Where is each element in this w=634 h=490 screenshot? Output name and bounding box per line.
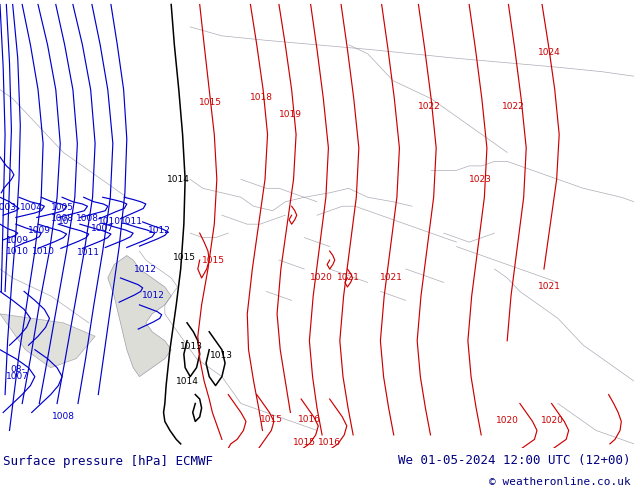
- Text: 1004: 1004: [20, 203, 43, 212]
- Text: 08-: 08-: [10, 366, 25, 374]
- Text: 1024: 1024: [538, 49, 561, 57]
- Text: 1011: 1011: [120, 218, 143, 226]
- Text: 1003: 1003: [0, 203, 16, 212]
- Text: 1022: 1022: [502, 102, 525, 111]
- Text: Surface pressure [hPa] ECMWF: Surface pressure [hPa] ECMWF: [3, 455, 213, 468]
- Text: 1015: 1015: [260, 415, 283, 424]
- Text: 1007: 1007: [6, 372, 29, 381]
- Text: 1016: 1016: [298, 415, 321, 424]
- Text: 1010: 1010: [32, 246, 55, 256]
- Text: 1008: 1008: [76, 214, 99, 223]
- Text: 1021: 1021: [538, 282, 560, 292]
- Polygon shape: [108, 256, 171, 377]
- Text: 1005: 1005: [51, 203, 74, 212]
- Text: We 01-05-2024 12:00 UTC (12+00): We 01-05-2024 12:00 UTC (12+00): [398, 454, 631, 466]
- Text: 1012: 1012: [134, 265, 157, 273]
- Text: 1008: 1008: [51, 214, 74, 223]
- Text: 1020: 1020: [496, 416, 519, 425]
- Text: 1019: 1019: [279, 110, 302, 119]
- Text: 1022: 1022: [418, 102, 441, 111]
- Text: 1009: 1009: [6, 236, 29, 245]
- Text: 1015: 1015: [202, 256, 225, 266]
- Text: 1023: 1023: [469, 175, 491, 184]
- Text: 1011: 1011: [77, 248, 100, 257]
- Text: 1020: 1020: [541, 416, 564, 425]
- Text: 1018: 1018: [250, 93, 273, 102]
- Text: © weatheronline.co.uk: © weatheronline.co.uk: [489, 477, 631, 487]
- Text: 1012: 1012: [148, 226, 171, 235]
- Text: 1015: 1015: [199, 98, 222, 107]
- Text: 1021: 1021: [380, 273, 403, 282]
- Text: 1012: 1012: [142, 292, 165, 300]
- Text: 1010: 1010: [98, 218, 120, 226]
- Text: 1013: 1013: [180, 342, 203, 351]
- Text: 1007: 1007: [91, 224, 114, 233]
- Text: 1014: 1014: [167, 175, 190, 184]
- Text: 1015: 1015: [173, 253, 196, 262]
- Text: 10: 10: [58, 218, 69, 226]
- Text: 1014: 1014: [176, 377, 198, 387]
- Text: 1009: 1009: [29, 225, 51, 235]
- Text: 1008: 1008: [52, 412, 75, 420]
- Polygon shape: [0, 314, 95, 368]
- Text: 1015: 1015: [293, 439, 316, 447]
- Text: 1021: 1021: [337, 273, 360, 282]
- Text: 1020: 1020: [310, 273, 333, 282]
- Text: 1010: 1010: [6, 246, 29, 256]
- Text: 1013: 1013: [210, 350, 233, 360]
- Text: 1016: 1016: [318, 439, 341, 447]
